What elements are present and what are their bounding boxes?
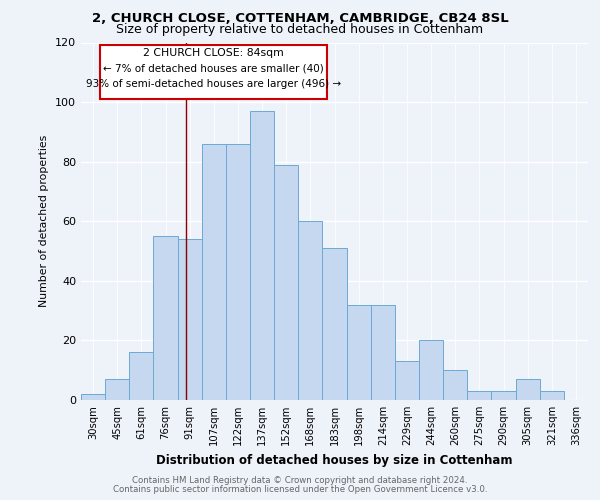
Bar <box>322 248 347 400</box>
Text: Contains public sector information licensed under the Open Government Licence v3: Contains public sector information licen… <box>113 485 487 494</box>
Bar <box>226 144 250 400</box>
Bar <box>105 379 129 400</box>
Bar <box>298 221 322 400</box>
X-axis label: Distribution of detached houses by size in Cottenham: Distribution of detached houses by size … <box>156 454 513 466</box>
Bar <box>274 164 298 400</box>
Y-axis label: Number of detached properties: Number of detached properties <box>40 135 49 308</box>
Bar <box>467 391 491 400</box>
Text: Contains HM Land Registry data © Crown copyright and database right 2024.: Contains HM Land Registry data © Crown c… <box>132 476 468 485</box>
Bar <box>515 379 540 400</box>
Text: 93% of semi-detached houses are larger (496) →: 93% of semi-detached houses are larger (… <box>86 79 341 89</box>
Text: 2 CHURCH CLOSE: 84sqm: 2 CHURCH CLOSE: 84sqm <box>143 48 284 58</box>
Bar <box>419 340 443 400</box>
Bar <box>81 394 105 400</box>
Bar <box>395 362 419 400</box>
Bar <box>347 304 371 400</box>
Bar <box>154 236 178 400</box>
Bar <box>178 239 202 400</box>
FancyBboxPatch shape <box>100 46 327 99</box>
Bar <box>540 391 564 400</box>
Bar <box>250 111 274 400</box>
Text: Size of property relative to detached houses in Cottenham: Size of property relative to detached ho… <box>116 22 484 36</box>
Text: ← 7% of detached houses are smaller (40): ← 7% of detached houses are smaller (40) <box>103 64 324 74</box>
Text: 2, CHURCH CLOSE, COTTENHAM, CAMBRIDGE, CB24 8SL: 2, CHURCH CLOSE, COTTENHAM, CAMBRIDGE, C… <box>92 12 508 26</box>
Bar <box>371 304 395 400</box>
Bar <box>129 352 154 400</box>
Bar <box>443 370 467 400</box>
Bar <box>202 144 226 400</box>
Bar <box>491 391 515 400</box>
